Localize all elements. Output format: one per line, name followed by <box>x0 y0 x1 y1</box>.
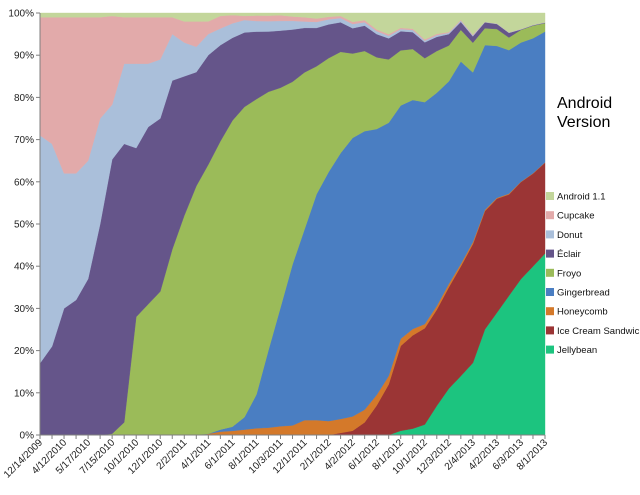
legend-swatch-jellybean <box>546 345 554 354</box>
y-tick-label: 90% <box>14 51 34 62</box>
x-axis: 12/14/20094/12/20105/17/20107/15/201010/… <box>2 434 550 481</box>
legend: Android Version Android 1.1 Cupcake Donut Éc… <box>546 95 640 356</box>
legend-swatch-donut <box>546 230 554 239</box>
legend-swatch-honeycomb <box>546 307 554 316</box>
legend-label-honeycomb: Honeycomb <box>557 307 608 318</box>
y-axis: 0% 10% 20% 30% 40% 50% 60% 70% 80% 90% 100% <box>8 9 41 442</box>
y-tick-label: 40% <box>14 262 34 273</box>
y-tick-label: 100% <box>8 9 34 20</box>
legend-swatch-froyo <box>546 268 554 277</box>
legend-label-cupcake: Cupcake <box>557 211 595 222</box>
y-tick-label: 0% <box>20 431 35 442</box>
area-android-1-1 <box>39 12 546 40</box>
y-tick-label: 50% <box>14 220 34 231</box>
y-tick-label: 60% <box>14 177 34 188</box>
y-tick-label: 20% <box>14 346 34 357</box>
plot-area <box>39 12 546 436</box>
legend-swatch-gingerbread <box>546 288 554 296</box>
legend-label-ice-cream-sandwich: Ice Cream Sandwich <box>557 326 640 337</box>
legend-swatch-eclair <box>546 249 554 258</box>
legend-label-android-1-1: Android 1.1 <box>557 192 606 203</box>
legend-label-eclair: Éclair <box>557 249 581 260</box>
legend-swatch-ice-cream-sandwich <box>546 326 554 335</box>
y-tick-label: 80% <box>14 93 34 104</box>
legend-label-froyo: Froyo <box>557 268 581 279</box>
legend-label-jellybean: Jellybean <box>557 345 597 356</box>
y-tick-label: 30% <box>14 304 34 315</box>
legend-swatch-android-1-1 <box>546 192 554 200</box>
y-tick-label: 10% <box>14 388 34 399</box>
y-tick-label: 70% <box>14 135 34 146</box>
legend-label-donut: Donut <box>557 230 583 241</box>
legend-label-gingerbread: Gingerbread <box>557 288 610 299</box>
legend-swatch-cupcake <box>546 211 554 220</box>
legend-title: Android Version <box>557 95 612 131</box>
